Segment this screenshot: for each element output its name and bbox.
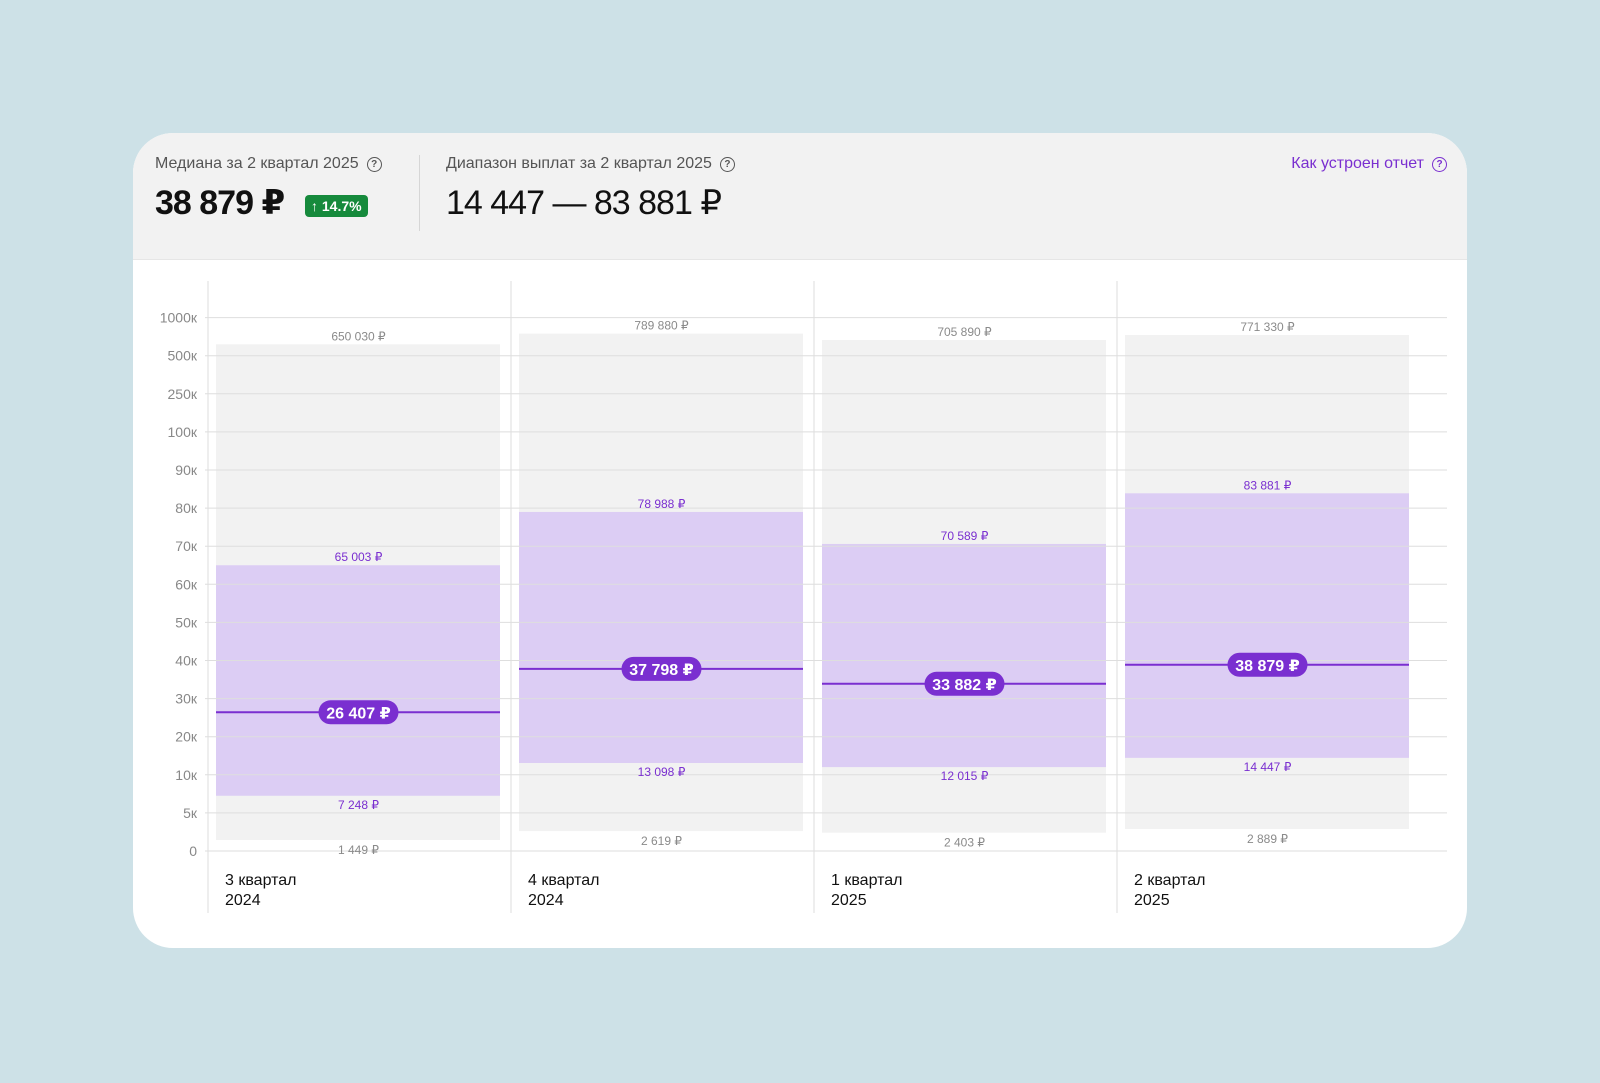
x-category-year: 2025 xyxy=(1134,892,1170,909)
y-tick-label: 20к xyxy=(175,729,198,745)
x-category-label: 1 квартал xyxy=(831,872,903,889)
growth-badge: ↑ 14.7% xyxy=(305,195,368,217)
x-category-year: 2025 xyxy=(831,892,867,909)
question-circle-icon[interactable]: ? xyxy=(719,156,735,172)
low-value-label: 12 015 ₽ xyxy=(941,769,989,783)
y-tick-label: 250к xyxy=(168,386,198,402)
median-value-label: 38 879 ₽ xyxy=(1235,658,1300,675)
median-pill xyxy=(621,656,702,681)
median-value-label: 37 798 ₽ xyxy=(629,662,694,679)
max-value-label: 650 030 ₽ xyxy=(331,329,386,343)
y-tick-label: 40к xyxy=(175,653,198,669)
y-tick-label: 60к xyxy=(175,576,198,592)
median-pill xyxy=(1227,652,1308,677)
question-circle-icon[interactable]: ? xyxy=(366,156,382,172)
x-category-label: 3 квартал xyxy=(225,872,297,889)
max-value-label: 705 890 ₽ xyxy=(937,325,992,339)
median-value-label: 33 882 ₽ xyxy=(932,677,997,694)
interquartile-band xyxy=(1125,493,1409,758)
low-value-label: 13 098 ₽ xyxy=(638,765,686,779)
max-value-label: 771 330 ₽ xyxy=(1240,320,1295,334)
header-divider xyxy=(419,155,420,231)
median-value-label: 26 407 ₽ xyxy=(326,705,391,722)
range-value: 14 447 — 83 881 ₽ xyxy=(446,184,722,222)
x-category-year: 2024 xyxy=(225,892,261,909)
y-tick-label: 1000к xyxy=(160,310,198,326)
median-label: Медиана за 2 квартал 2025 ? xyxy=(155,155,382,173)
y-tick-label: 30к xyxy=(175,691,198,707)
y-tick-label: 10к xyxy=(175,767,198,783)
min-value-label: 2 619 ₽ xyxy=(641,834,682,848)
min-value-label: 2 403 ₽ xyxy=(944,836,985,850)
y-tick-label: 90к xyxy=(175,462,198,478)
median-pill xyxy=(318,700,399,725)
x-category-label: 4 квартал xyxy=(528,872,600,889)
high-value-label: 83 881 ₽ xyxy=(1244,478,1292,492)
interquartile-band xyxy=(519,511,803,763)
salary-report-card: Медиана за 2 квартал 2025 ? 38 879 ₽ ↑ 1… xyxy=(133,133,1467,948)
median-value: 38 879 ₽ xyxy=(155,184,285,222)
y-tick-label: 0 xyxy=(189,843,197,859)
high-value-label: 78 988 ₽ xyxy=(638,497,686,511)
high-value-label: 65 003 ₽ xyxy=(335,550,383,564)
interquartile-band xyxy=(822,543,1106,768)
y-tick-label: 5к xyxy=(183,805,198,821)
median-label-text: Медиана за 2 квартал 2025 xyxy=(155,155,359,172)
interquartile-band xyxy=(216,565,500,796)
y-tick-label: 500к xyxy=(168,348,198,364)
high-value-label: 70 589 ₽ xyxy=(941,529,989,543)
y-tick-label: 80к xyxy=(175,500,198,516)
median-pill xyxy=(924,671,1005,696)
min-value-label: 1 449 ₽ xyxy=(338,843,379,857)
range-label: Диапазон выплат за 2 квартал 2025 ? xyxy=(446,155,735,173)
low-value-label: 7 248 ₽ xyxy=(338,798,379,812)
report-header: Медиана за 2 квартал 2025 ? 38 879 ₽ ↑ 1… xyxy=(133,133,1467,260)
y-tick-label: 50к xyxy=(175,614,198,630)
salary-range-chart: 0 5к 10к 20к 30к 40к 50к 60к 70к 80к 90к 100к 250к 50… xyxy=(160,281,1447,913)
question-circle-icon[interactable]: ? xyxy=(1432,156,1447,172)
x-category-year: 2024 xyxy=(528,892,564,909)
x-category-label: 2 квартал xyxy=(1134,872,1206,889)
y-tick-label: 100к xyxy=(168,424,198,440)
low-value-label: 14 447 ₽ xyxy=(1244,760,1292,774)
y-tick-label: 70к xyxy=(175,538,198,554)
min-value-label: 2 889 ₽ xyxy=(1247,832,1288,846)
max-value-label: 789 880 ₽ xyxy=(634,319,689,333)
report-link-text[interactable]: Как устроен отчет xyxy=(1291,155,1424,172)
how-report-works-link[interactable]: Как устроен отчет ? xyxy=(1291,155,1447,173)
range-label-text: Диапазон выплат за 2 квартал 2025 xyxy=(446,155,712,172)
